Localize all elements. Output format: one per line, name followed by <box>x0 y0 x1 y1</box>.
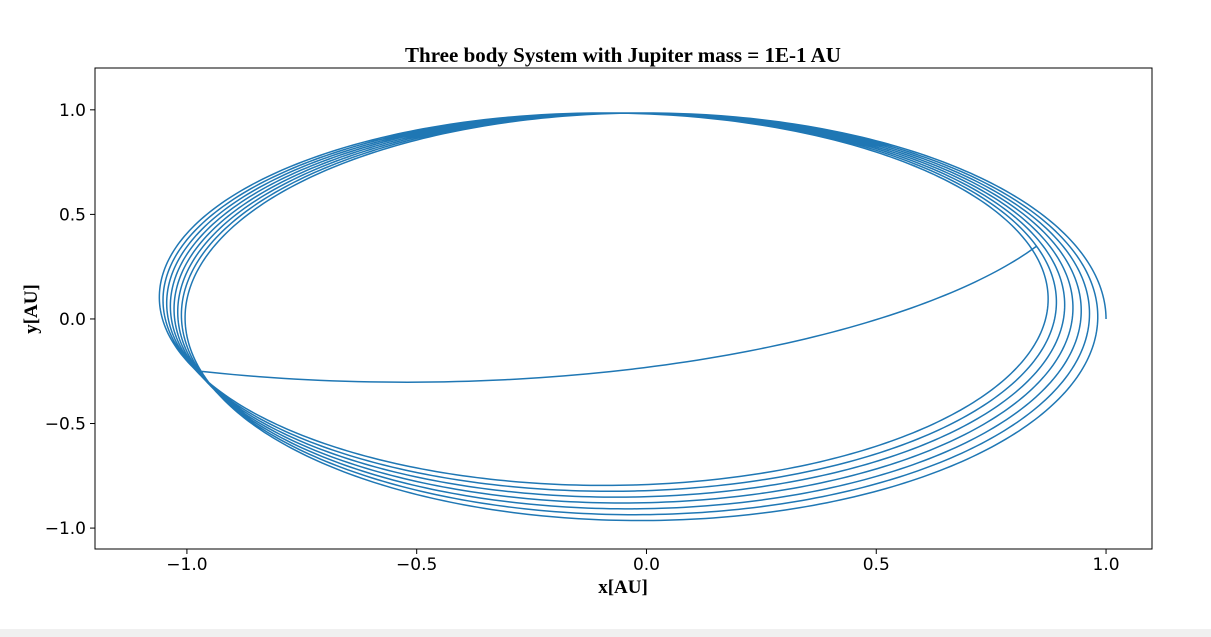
plot-area <box>94 67 1153 550</box>
y-tick-label: −1.0 <box>45 519 86 539</box>
y-axis-label: y[AU] <box>21 284 42 334</box>
orbit-line <box>158 112 1107 522</box>
chart-title: Three body System with Jupiter mass = 1E… <box>405 43 841 67</box>
x-axis-ticks: −1.0 −0.5 0.0 0.5 1.0 <box>166 549 1120 575</box>
x-tick-label: 1.0 <box>1093 555 1120 575</box>
x-tick-label: 0.0 <box>633 555 660 575</box>
x-tick-label: 0.5 <box>863 555 890 575</box>
y-axis-ticks: −1.0 −0.5 0.0 0.5 1.0 <box>45 101 95 539</box>
bottom-strip <box>0 629 1211 637</box>
orbit-series <box>158 112 1107 522</box>
y-tick-label: −0.5 <box>45 415 86 435</box>
x-axis-label: x[AU] <box>598 577 648 598</box>
x-tick-label: −0.5 <box>396 555 437 575</box>
y-tick-label: 0.5 <box>59 205 86 225</box>
x-tick-label: −1.0 <box>166 555 207 575</box>
y-tick-label: 0.0 <box>59 310 86 330</box>
y-tick-label: 1.0 <box>59 101 86 121</box>
